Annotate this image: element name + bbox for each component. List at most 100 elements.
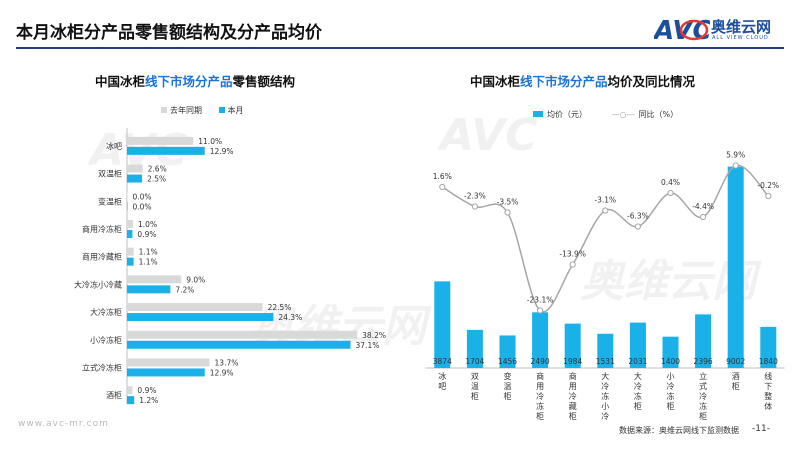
bar-this-month bbox=[127, 202, 128, 211]
left-chart-title: 中国冰柜线下市场分产品零售额结构 bbox=[95, 74, 296, 89]
bar-last-year bbox=[127, 247, 134, 256]
category-label: 整 bbox=[764, 391, 772, 401]
category-label: 柜 bbox=[504, 391, 512, 401]
value-label: 24.3% bbox=[278, 313, 302, 322]
avc-logo: AVC 奥维云网 ALL VIEW CLOUD bbox=[652, 14, 784, 46]
category-label: 柜 bbox=[634, 401, 642, 411]
price-value-label: 1840 bbox=[759, 357, 778, 366]
right-combo-chart: 3874冰吧1704双温柜1456变温柜2490商用冷冻柜1984商用冷藏柜15… bbox=[426, 151, 785, 420]
bar-this-month bbox=[127, 146, 205, 155]
yoy-line bbox=[441, 164, 769, 313]
category-label: 大 bbox=[601, 371, 609, 381]
category-label: 冷 bbox=[634, 381, 642, 391]
value-label: 38.2% bbox=[362, 331, 386, 340]
yoy-label: -0.2% bbox=[757, 181, 779, 190]
category-label: 柜 bbox=[569, 411, 577, 420]
category-label: 商用冷冻柜 bbox=[82, 224, 122, 234]
bar-this-month bbox=[127, 313, 274, 322]
value-label: 2.6% bbox=[148, 165, 167, 174]
value-label: 0.9% bbox=[137, 386, 156, 395]
bar-last-year bbox=[127, 192, 128, 201]
value-label: 7.2% bbox=[175, 285, 194, 294]
bar-last-year bbox=[127, 275, 182, 284]
price-bar bbox=[499, 335, 516, 368]
yoy-label: -6.3% bbox=[627, 212, 649, 221]
value-label: 1.2% bbox=[139, 396, 158, 405]
price-bar bbox=[629, 322, 646, 368]
price-bar bbox=[564, 323, 581, 368]
bar-this-month bbox=[127, 285, 171, 294]
category-label: 柜 bbox=[699, 411, 707, 420]
category-label: 冻 bbox=[536, 401, 544, 411]
price-value-label: 1531 bbox=[596, 357, 615, 366]
bar-this-month bbox=[127, 340, 351, 349]
legend-swatch-yoy: —○— bbox=[611, 110, 635, 119]
bar-last-year bbox=[127, 164, 143, 173]
category-label: 冷 bbox=[699, 391, 707, 401]
value-label: 9.0% bbox=[186, 275, 205, 284]
category-label: 大冷冻小冷藏 bbox=[74, 279, 122, 289]
logo-swoosh bbox=[679, 19, 709, 41]
right-chart-title: 中国冰柜线下市场分产品均价及同比情况 bbox=[470, 74, 696, 89]
price-value-label: 1984 bbox=[563, 357, 582, 366]
category-label: 冰 bbox=[438, 371, 446, 381]
category-label: 温 bbox=[471, 382, 479, 391]
category-label: 小 bbox=[601, 402, 609, 411]
yoy-label: -23.1% bbox=[527, 296, 554, 305]
legend-swatch-last-year bbox=[161, 107, 167, 113]
left-legend: 去年同期 本月 bbox=[161, 105, 244, 116]
watermark: 奥维云网 bbox=[580, 256, 756, 307]
page-number: -11- bbox=[752, 424, 770, 434]
yoy-label: -4.4% bbox=[692, 202, 714, 211]
watermark: AVC bbox=[440, 110, 538, 161]
category-label: 冷 bbox=[569, 391, 577, 401]
category-label: 体 bbox=[764, 401, 772, 411]
bar-last-year bbox=[127, 358, 210, 367]
price-value-label: 1400 bbox=[661, 357, 680, 366]
category-label: 冻 bbox=[634, 391, 642, 401]
price-value-label: 2396 bbox=[694, 357, 713, 366]
yoy-label: -2.3% bbox=[464, 192, 486, 201]
category-label: 冷 bbox=[601, 411, 609, 420]
yoy-point bbox=[667, 189, 674, 197]
category-label: 双 bbox=[471, 372, 479, 381]
category-label: 冷 bbox=[601, 381, 609, 391]
right-legend: 均价（元） —○— 同比（%） bbox=[533, 109, 678, 120]
category-label: 商 bbox=[569, 371, 577, 381]
category-label: 变温柜 bbox=[98, 196, 122, 206]
category-label: 大 bbox=[634, 371, 642, 381]
logo-cn: 奥维云网 bbox=[711, 18, 772, 36]
price-bar bbox=[727, 166, 744, 368]
yoy-point bbox=[471, 203, 479, 210]
price-bar bbox=[695, 314, 712, 368]
value-label: 0.9% bbox=[137, 230, 156, 239]
legend-swatch-price bbox=[533, 111, 543, 117]
bar-this-month bbox=[127, 174, 143, 183]
bar-last-year bbox=[127, 303, 263, 312]
value-label: 1.1% bbox=[139, 248, 158, 257]
price-bar bbox=[760, 326, 777, 368]
category-label: 小 bbox=[667, 372, 675, 381]
category-label: 立式冷冻柜 bbox=[82, 362, 122, 372]
category-label: 式 bbox=[699, 381, 707, 391]
price-value-label: 1704 bbox=[465, 357, 484, 366]
price-value-label: 3874 bbox=[433, 357, 452, 366]
price-value-label: 1456 bbox=[498, 357, 517, 366]
yoy-point bbox=[504, 209, 511, 216]
yoy-point bbox=[602, 207, 609, 214]
price-value-label: 2490 bbox=[531, 357, 550, 366]
value-label: 0.0% bbox=[133, 202, 152, 211]
value-label: 13.7% bbox=[215, 358, 239, 367]
category-label: 大冷冻柜 bbox=[90, 307, 122, 317]
bar-last-year bbox=[127, 136, 194, 145]
category-label: 商 bbox=[536, 371, 544, 381]
value-label: 11.0% bbox=[198, 137, 222, 146]
category-label: 双温柜 bbox=[98, 169, 122, 179]
category-label: 柜 bbox=[667, 401, 675, 411]
page-title: 本月冰柜分产品零售额结构及分产品均价 bbox=[16, 23, 322, 43]
price-bar bbox=[532, 312, 549, 368]
price-value-label: 9002 bbox=[726, 357, 745, 366]
category-label: 酒 bbox=[732, 372, 740, 381]
yoy-point bbox=[634, 223, 641, 230]
value-label: 12.9% bbox=[210, 147, 234, 156]
